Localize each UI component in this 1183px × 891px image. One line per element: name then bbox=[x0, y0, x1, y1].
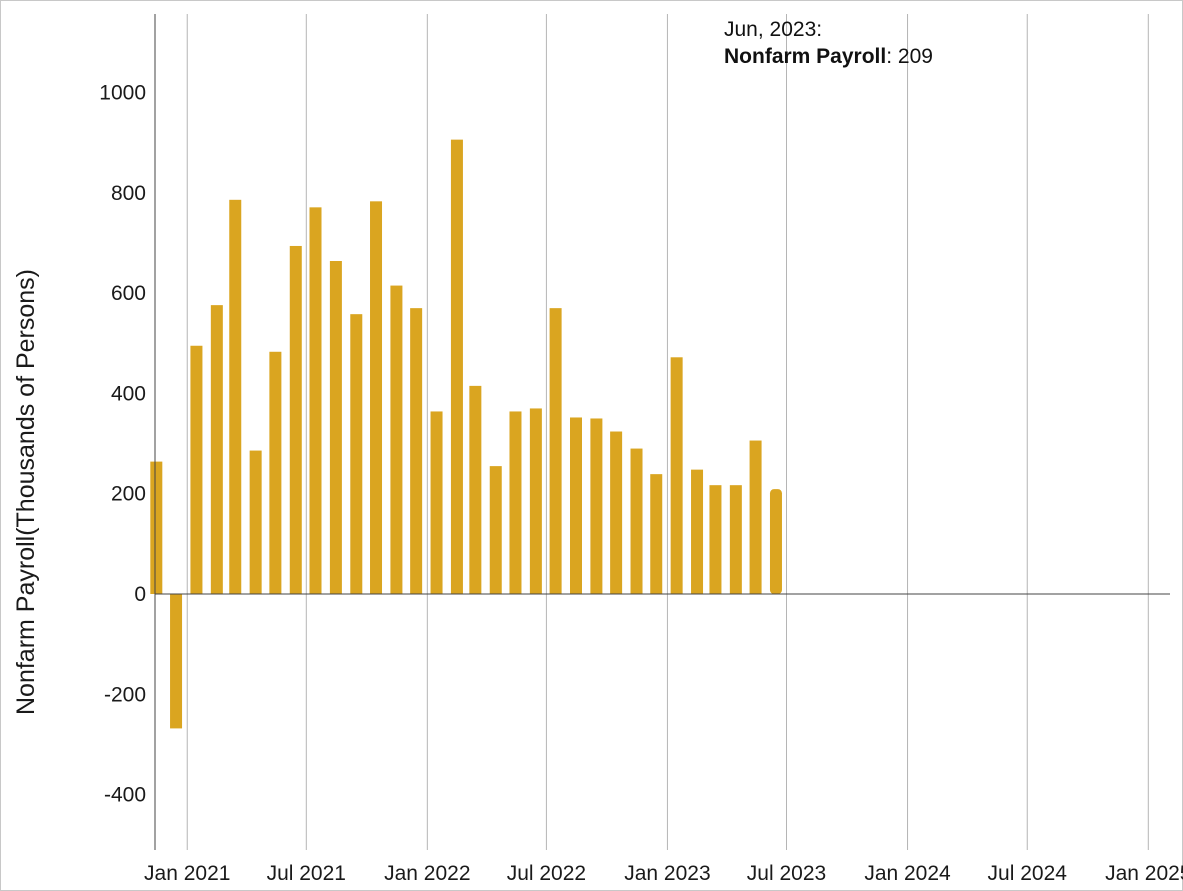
bar-2021-04[interactable] bbox=[249, 450, 262, 594]
bar-2021-07[interactable] bbox=[309, 207, 322, 594]
bar-2022-10[interactable] bbox=[610, 431, 623, 594]
bar-2023-04[interactable] bbox=[729, 485, 742, 594]
bar-2021-05[interactable] bbox=[269, 351, 282, 594]
y-tick-label: -200 bbox=[104, 683, 146, 706]
x-tick-label: Jan 2022 bbox=[384, 862, 470, 885]
bar-2022-04[interactable] bbox=[489, 466, 502, 594]
bar-2022-05[interactable] bbox=[509, 411, 522, 594]
y-tick-label: -400 bbox=[104, 784, 146, 807]
bar-2022-02[interactable] bbox=[450, 139, 463, 595]
bar-2020-11[interactable] bbox=[150, 461, 163, 594]
bar-2022-01[interactable] bbox=[430, 411, 443, 594]
y-axis-label: Nonfarm Payroll(Thousands of Persons) bbox=[12, 269, 40, 715]
x-tick-label: Jul 2022 bbox=[507, 862, 586, 885]
bar-2022-03[interactable] bbox=[469, 385, 482, 594]
x-tick-label: Jan 2021 bbox=[144, 862, 230, 885]
tooltip-series-name: Nonfarm Payroll bbox=[724, 45, 887, 68]
x-tick-label: Jul 2023 bbox=[747, 862, 826, 885]
hover-tooltip: Jun, 2023: Nonfarm Payroll: 209 bbox=[724, 16, 933, 70]
bar-2021-10[interactable] bbox=[370, 201, 383, 594]
bar-2023-03[interactable] bbox=[709, 485, 722, 594]
vertical-grid bbox=[186, 14, 1149, 850]
bar-2022-09[interactable] bbox=[590, 418, 603, 594]
bar-2022-07[interactable] bbox=[549, 308, 562, 594]
bar-2021-09[interactable] bbox=[350, 314, 363, 594]
x-tick-label: Jul 2024 bbox=[988, 862, 1068, 885]
y-tick-label: 800 bbox=[111, 182, 146, 205]
bar-2023-02[interactable] bbox=[691, 469, 704, 594]
bar-2021-08[interactable] bbox=[329, 261, 342, 594]
bar-2021-06[interactable] bbox=[289, 245, 302, 595]
bar-2022-11[interactable] bbox=[630, 448, 643, 594]
bar-2021-03[interactable] bbox=[229, 199, 242, 595]
bar-2022-12[interactable] bbox=[650, 474, 663, 594]
y-tick-label: 0 bbox=[134, 583, 146, 606]
bar-2021-12[interactable] bbox=[410, 308, 423, 594]
bar-2021-01[interactable] bbox=[190, 345, 203, 594]
tooltip-separator: : bbox=[886, 45, 893, 68]
bar-2021-02[interactable] bbox=[210, 305, 223, 594]
x-axis-ticks: Jan 2021 Jul 2021 Jan 2022 Jul 2022 Jan 2023… bbox=[144, 862, 1183, 885]
bar-2021-11[interactable] bbox=[390, 285, 403, 594]
bar-2020-12[interactable] bbox=[170, 594, 183, 729]
tooltip-date: Jun, 2023: bbox=[724, 18, 823, 41]
bar-2022-06[interactable] bbox=[529, 408, 542, 594]
x-tick-label: Jan 2025 bbox=[1105, 862, 1183, 885]
tooltip-line: Nonfarm Payroll: 209 bbox=[724, 43, 933, 70]
bar-2023-01[interactable] bbox=[670, 357, 683, 594]
x-tick-label: Jan 2024 bbox=[864, 862, 951, 885]
x-tick-label: Jan 2023 bbox=[624, 862, 710, 885]
bar-2023-06[interactable] bbox=[769, 489, 782, 594]
y-tick-label: 400 bbox=[111, 382, 146, 405]
bar-2023-05[interactable] bbox=[749, 440, 762, 594]
bars bbox=[150, 139, 782, 729]
bar-2022-08[interactable] bbox=[569, 417, 582, 594]
x-tick-label: Jul 2021 bbox=[267, 862, 346, 885]
y-tick-label: 200 bbox=[111, 483, 146, 506]
tooltip-value: 209 bbox=[897, 45, 933, 68]
y-tick-label: 1000 bbox=[99, 82, 146, 105]
y-axis-ticks: -400 -200 0 200 400 600 800 1000 bbox=[99, 82, 146, 807]
y-tick-label: 600 bbox=[111, 282, 146, 305]
